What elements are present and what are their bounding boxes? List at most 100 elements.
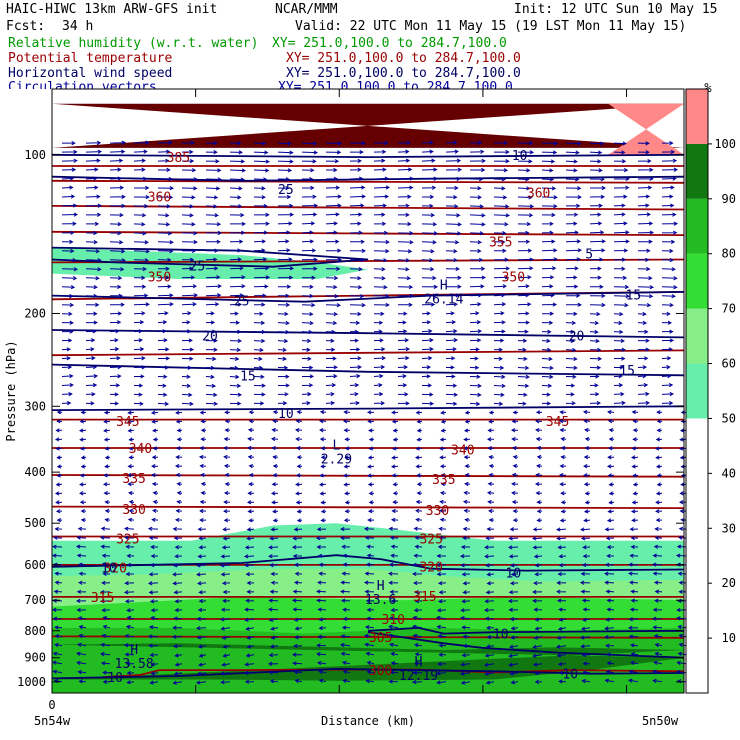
circulation-vector bbox=[110, 203, 126, 209]
y-axis-label: Pressure (hPa) bbox=[4, 340, 18, 441]
circulation-vector bbox=[349, 302, 366, 308]
circulation-vector bbox=[55, 500, 63, 505]
theta-label: 355 bbox=[489, 235, 512, 250]
circulation-vector bbox=[318, 617, 327, 622]
circulation-vector bbox=[349, 365, 362, 370]
circulation-vector bbox=[390, 544, 399, 549]
circulation-vector bbox=[79, 473, 87, 478]
circulation-vector bbox=[222, 644, 231, 649]
circulation-vector bbox=[223, 454, 231, 460]
circulation-vector bbox=[512, 455, 519, 460]
circulation-vector bbox=[517, 186, 531, 191]
circulation-vector bbox=[325, 203, 342, 208]
circulation-vector bbox=[176, 437, 183, 442]
circulation-vector bbox=[61, 194, 76, 199]
circulation-vector bbox=[85, 249, 101, 254]
circulation-vector bbox=[205, 329, 217, 334]
circulation-vector bbox=[463, 490, 471, 496]
circulation-vector bbox=[469, 231, 485, 236]
circulation-vector bbox=[632, 437, 638, 442]
circulation-vector bbox=[172, 634, 183, 640]
legend-rh-xy: XY= 251.0,100.0 to 284.7,100.0 bbox=[272, 36, 507, 51]
circulation-vector bbox=[221, 545, 231, 550]
wind-speed-label: 10 bbox=[506, 566, 522, 581]
theta-label: 345 bbox=[116, 415, 139, 430]
circulation-vector bbox=[206, 239, 221, 244]
circulation-vector bbox=[197, 607, 207, 613]
circulation-vector bbox=[493, 177, 507, 182]
circulation-vector bbox=[373, 302, 390, 308]
circulation-vector bbox=[440, 481, 447, 487]
circulation-vector bbox=[349, 285, 363, 290]
wind-contour-6 bbox=[51, 405, 685, 411]
circulation-vector bbox=[445, 365, 455, 370]
circulation-vector bbox=[109, 167, 122, 172]
circulation-vector bbox=[637, 329, 649, 334]
circulation-vector bbox=[678, 642, 687, 647]
circulation-vector bbox=[373, 176, 389, 181]
circulation-vector bbox=[583, 509, 591, 514]
circulation-vector bbox=[86, 311, 98, 316]
circulation-vector bbox=[349, 194, 366, 199]
circulation-vector bbox=[655, 455, 663, 460]
circulation-vector bbox=[421, 176, 438, 181]
circulation-vector bbox=[421, 311, 431, 316]
circulation-vector bbox=[534, 563, 543, 568]
circulation-vector bbox=[583, 482, 591, 487]
circulation-vector bbox=[61, 401, 72, 406]
circulation-vector bbox=[488, 464, 495, 469]
circulation-vector bbox=[637, 382, 649, 388]
circulation-vector bbox=[397, 383, 408, 388]
circulation-vector bbox=[605, 643, 615, 648]
circulation-vector bbox=[366, 669, 375, 675]
x-axis-label: Distance (km) bbox=[321, 714, 415, 728]
circulation-vector bbox=[103, 473, 111, 478]
circulation-vector bbox=[558, 563, 567, 568]
circulation-vector bbox=[124, 599, 135, 604]
circulation-vector bbox=[584, 428, 591, 433]
circulation-vector bbox=[661, 400, 674, 406]
circulation-vector bbox=[199, 446, 207, 451]
circulation-vector bbox=[109, 365, 122, 370]
wind-speed-label: 5 bbox=[585, 248, 593, 263]
circulation-vector bbox=[181, 195, 196, 200]
circulation-vector bbox=[102, 482, 111, 487]
circulation-vector bbox=[565, 150, 580, 155]
circulation-vector bbox=[493, 239, 506, 245]
circulation-vector bbox=[436, 608, 447, 613]
circulation-vector bbox=[109, 149, 126, 154]
circulation-vector bbox=[301, 185, 315, 191]
circulation-vector bbox=[517, 257, 534, 262]
circulation-vector bbox=[223, 509, 231, 514]
legend-vectors-xy: XY= 251.0,100.0 to 284.7,100.0 bbox=[278, 80, 513, 89]
circulation-vector bbox=[253, 356, 263, 362]
circulation-vector bbox=[124, 633, 135, 639]
circulation-vector bbox=[637, 285, 655, 290]
circulation-vector bbox=[392, 446, 399, 451]
circulation-vector bbox=[78, 679, 87, 684]
circulation-vector bbox=[536, 454, 543, 460]
circulation-vector bbox=[318, 678, 327, 683]
circulation-vector bbox=[61, 311, 73, 317]
circulation-vector bbox=[534, 671, 543, 676]
circulation-vector bbox=[632, 419, 639, 424]
circulation-vector bbox=[80, 508, 87, 514]
circulation-vector bbox=[541, 374, 554, 379]
circulation-vector bbox=[301, 203, 319, 208]
circulation-vector bbox=[61, 373, 74, 379]
circulation-vector bbox=[557, 545, 567, 550]
circulation-vector bbox=[176, 481, 183, 487]
theta-label: 325 bbox=[419, 533, 442, 548]
circulation-vector bbox=[295, 500, 303, 505]
circulation-vector bbox=[627, 678, 639, 683]
circulation-vector bbox=[157, 329, 167, 334]
rh-band-upper-dark bbox=[52, 103, 684, 148]
circulation-vector bbox=[198, 545, 207, 550]
circulation-vector bbox=[661, 149, 676, 155]
circulation-vector bbox=[102, 679, 111, 684]
circulation-vector bbox=[589, 194, 606, 199]
circulation-vector bbox=[157, 195, 174, 200]
circulation-vector bbox=[151, 455, 158, 460]
circulation-vector bbox=[440, 473, 447, 478]
theta-label: 330 bbox=[426, 504, 449, 519]
